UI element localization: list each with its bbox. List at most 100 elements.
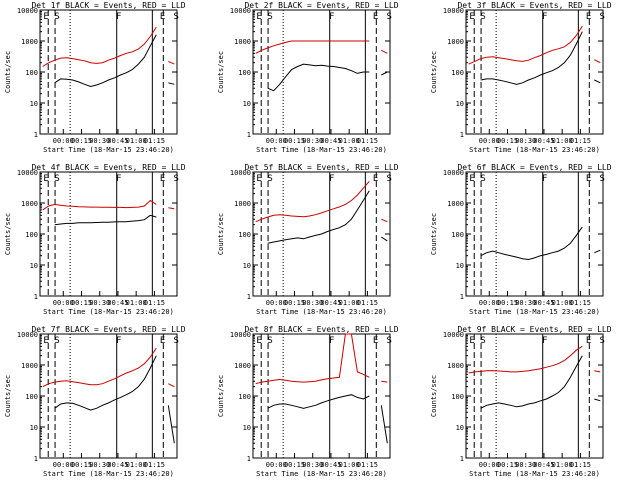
y-tick-label: 1000 <box>234 362 251 370</box>
y-axis-label: Counts/sec <box>217 213 225 255</box>
panel-3: Det 3f BLACK = Events, RED = LLD 1 10 100 10… <box>430 1 612 154</box>
x-axis-label: Start Time (18-Mar-15 23:46:20) <box>43 146 174 154</box>
x-tick-label: 01:00 <box>552 461 573 469</box>
y-tick-label: 1000 <box>447 200 464 208</box>
panel-title: Det 4f BLACK = Events, RED = LLD <box>31 163 185 172</box>
plot-frame <box>252 333 391 459</box>
panel-title: Det 9f BLACK = Events, RED = LLD <box>457 325 611 334</box>
event-marker-letter: S <box>480 174 485 184</box>
x-axis-label: Start Time (18-Mar-15 23:46:20) <box>256 308 387 316</box>
x-tick-label: 00:30 <box>302 461 323 469</box>
y-axis-label: Counts/sec <box>4 213 12 255</box>
y-tick-label: 100 <box>238 393 251 401</box>
x-tick-label: 01:00 <box>126 137 147 145</box>
x-tick-label: 01:15 <box>570 299 591 307</box>
event-marker-letter: S <box>174 174 179 184</box>
x-tick-label: 00:15 <box>284 137 305 145</box>
event-marker-letter: E <box>256 336 261 346</box>
panel-title: Det 2f BLACK = Events, RED = LLD <box>244 1 398 10</box>
x-tick-label: 00:45 <box>533 299 554 307</box>
lld-series-line <box>255 40 388 54</box>
event-marker-letter: S <box>600 336 605 346</box>
plot-frame <box>465 333 604 459</box>
x-tick-label: 01:15 <box>357 299 378 307</box>
y-tick-label: 100 <box>238 231 251 239</box>
x-tick-label: 00:30 <box>89 299 110 307</box>
y-tick-label: 1 <box>34 131 38 139</box>
y-tick-label: 1 <box>34 293 38 301</box>
panel-9: Det 9f BLACK = Events, RED = LLD 1 10 100 10… <box>430 325 612 478</box>
x-tick-label: 00:15 <box>497 461 518 469</box>
x-tick-label: 00:15 <box>71 137 92 145</box>
lld-series-line <box>42 26 175 67</box>
x-tick-label: 01:15 <box>144 461 165 469</box>
y-tick-label: 10 <box>243 100 251 108</box>
event-marker-letter: E <box>160 12 165 22</box>
event-marker-letter: E <box>469 12 474 22</box>
x-axis-label: Start Time (18-Mar-15 23:46:20) <box>469 146 600 154</box>
panel-title: Det 3f BLACK = Events, RED = LLD <box>457 1 611 10</box>
event-marker-letter: S <box>54 174 59 184</box>
y-tick-label: 100 <box>25 69 38 77</box>
x-tick-label: 01:00 <box>552 137 573 145</box>
y-tick-label: 1 <box>460 293 464 301</box>
event-marker-letter: E <box>160 336 165 346</box>
x-axis-label: Start Time (18-Mar-15 23:46:20) <box>256 146 387 154</box>
x-tick-label: 00:45 <box>320 461 341 469</box>
x-tick-label: 01:00 <box>126 299 147 307</box>
x-tick-label: 00:15 <box>284 461 305 469</box>
event-marker-letter: S <box>267 336 272 346</box>
event-marker-letter: S <box>174 336 179 346</box>
event-marker-letter: F <box>542 174 547 184</box>
y-tick-label: 10000 <box>230 169 251 177</box>
event-marker-letter: E <box>586 12 591 22</box>
y-tick-label: 1000 <box>21 200 38 208</box>
y-tick-label: 10000 <box>230 331 251 339</box>
panel-5: Det 5f BLACK = Events, RED = LLD 1 10 100 10… <box>217 163 399 316</box>
event-marker-letter: F <box>116 336 121 346</box>
x-tick-label: 00:30 <box>515 299 536 307</box>
x-tick-label: 00:00 <box>266 299 287 307</box>
panel-2: Det 2f BLACK = Events, RED = LLD 1 10 100 10… <box>217 1 399 154</box>
lld-series-line <box>468 345 601 374</box>
event-marker-letter: F <box>329 174 334 184</box>
lld-series-line <box>42 347 175 388</box>
y-axis-label: Counts/sec <box>4 375 12 417</box>
lld-series-line <box>468 25 601 65</box>
x-tick-label: 00:45 <box>107 461 128 469</box>
y-tick-label: 1000 <box>234 38 251 46</box>
panel-6: Det 6f BLACK = Events, RED = LLD 1 10 100 10… <box>430 163 612 316</box>
event-marker-letter: E <box>469 336 474 346</box>
x-tick-label: 00:30 <box>89 137 110 145</box>
event-marker-letter: S <box>54 336 59 346</box>
event-marker-letter: S <box>387 12 392 22</box>
event-marker-letter: S <box>54 12 59 22</box>
y-tick-label: 10 <box>30 424 38 432</box>
x-tick-label: 00:30 <box>515 137 536 145</box>
x-tick-label: 00:00 <box>479 137 500 145</box>
plot-frame <box>465 171 604 297</box>
x-axis-label: Start Time (18-Mar-15 23:46:20) <box>469 470 600 478</box>
event-marker-letter: F <box>329 12 334 22</box>
y-axis-label: Counts/sec <box>217 51 225 93</box>
y-tick-label: 1000 <box>21 362 38 370</box>
x-tick-label: 00:15 <box>497 137 518 145</box>
y-tick-label: 1000 <box>447 38 464 46</box>
y-axis-label: Counts/sec <box>430 375 438 417</box>
event-marker-letter: S <box>267 12 272 22</box>
panel-4: Det 4f BLACK = Events, RED = LLD 1 10 100 10… <box>4 163 186 316</box>
y-tick-label: 10000 <box>17 7 38 15</box>
x-tick-label: 01:15 <box>144 299 165 307</box>
x-tick-label: 00:45 <box>107 299 128 307</box>
y-tick-label: 10 <box>456 424 464 432</box>
x-tick-label: 00:00 <box>266 137 287 145</box>
y-tick-label: 1 <box>460 131 464 139</box>
plot-frame <box>39 171 178 297</box>
event-marker-letter: F <box>329 336 334 346</box>
panel-title: Det 1f BLACK = Events, RED = LLD <box>31 1 185 10</box>
events-series-line <box>480 31 601 85</box>
panel-title: Det 7f BLACK = Events, RED = LLD <box>31 325 185 334</box>
events-series-line <box>54 34 175 88</box>
y-tick-label: 1 <box>247 455 251 463</box>
